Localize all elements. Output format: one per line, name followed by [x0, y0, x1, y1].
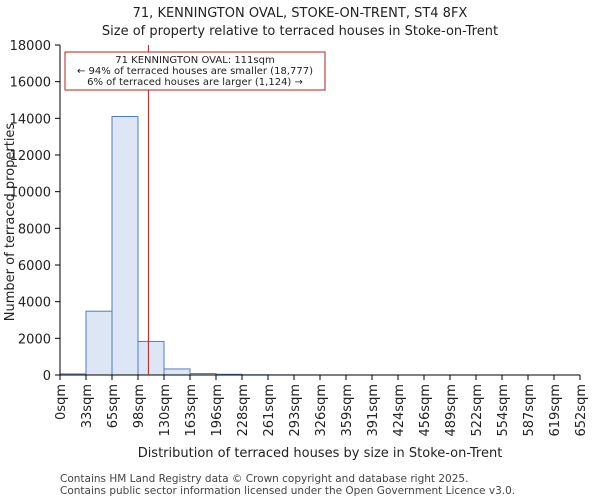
x-tick-label: 196sqm [210, 384, 225, 437]
y-tick-label: 12000 [10, 149, 51, 164]
x-tick-label: 326sqm [314, 384, 329, 437]
y-axis-ticks: 0 2000 4000 6000 8000 10000 12000 14000 16000 180… [10, 39, 60, 384]
y-axis-label: Number of terraced properties [3, 123, 18, 322]
annotation-line: ← 94% of terraced houses are smaller (18… [77, 66, 313, 77]
property-marker: 71 KENNINGTON OVAL: 111sqm← 94% of terra… [64, 45, 326, 375]
histogram-chart: 0 2000 4000 6000 8000 10000 12000 14000 16000 180… [3, 39, 589, 461]
x-tick-label: 359sqm [340, 384, 355, 437]
annotation-line: 6% of terraced houses are larger (1,124)… [87, 77, 303, 88]
x-axis-ticks: 0sqm 33sqm 65sqm 98sqm 130sqm 163sqm 196sqm 228… [54, 375, 589, 437]
histogram-bar [85, 310, 113, 376]
x-tick-label: 163sqm [184, 384, 199, 437]
x-tick-label: 587sqm [522, 384, 537, 437]
x-tick-label: 0sqm [54, 384, 69, 420]
histogram-bar [137, 340, 165, 376]
y-tick-label: 2000 [18, 332, 51, 347]
x-tick-label: 424sqm [392, 384, 407, 437]
histogram-bar [163, 368, 191, 376]
x-tick-label: 33sqm [80, 384, 95, 428]
x-axis-label: Distribution of terraced houses by size … [138, 446, 503, 461]
annotation-line: 71 KENNINGTON OVAL: 111sqm [115, 55, 274, 66]
x-tick-label: 522sqm [470, 384, 485, 437]
footer-copyright: Contains HM Land Registry data © Crown c… [60, 473, 469, 485]
y-tick-label: 8000 [18, 222, 51, 237]
y-tick-label: 16000 [10, 76, 51, 91]
y-tick-label: 10000 [10, 186, 51, 201]
x-tick-label: 130sqm [158, 384, 173, 437]
x-tick-label: 652sqm [574, 384, 589, 437]
x-tick-label: 65sqm [106, 384, 121, 428]
x-tick-label: 228sqm [236, 384, 251, 437]
histogram-bars [59, 116, 347, 376]
y-tick-label: 0 [43, 369, 51, 384]
x-tick-label: 391sqm [366, 384, 381, 437]
chart-title-subtitle: Size of property relative to terraced ho… [101, 24, 499, 39]
footer-licence: Contains public sector information licen… [60, 485, 516, 497]
y-tick-label: 4000 [18, 296, 51, 311]
chart-title-address: 71, KENNINGTON OVAL, STOKE-ON-TRENT, ST4… [132, 6, 468, 21]
annotation-box [64, 51, 326, 91]
histogram-bar [111, 116, 139, 376]
x-tick-label: 554sqm [496, 384, 511, 437]
x-tick-label: 619sqm [548, 384, 563, 437]
x-tick-label: 293sqm [288, 384, 303, 437]
y-tick-label: 6000 [18, 259, 51, 274]
x-tick-label: 489sqm [444, 384, 459, 437]
x-tick-label: 456sqm [418, 384, 433, 437]
y-tick-label: 14000 [10, 112, 51, 127]
x-tick-label: 261sqm [262, 384, 277, 437]
y-tick-label: 18000 [10, 39, 51, 54]
x-tick-label: 98sqm [132, 384, 147, 428]
